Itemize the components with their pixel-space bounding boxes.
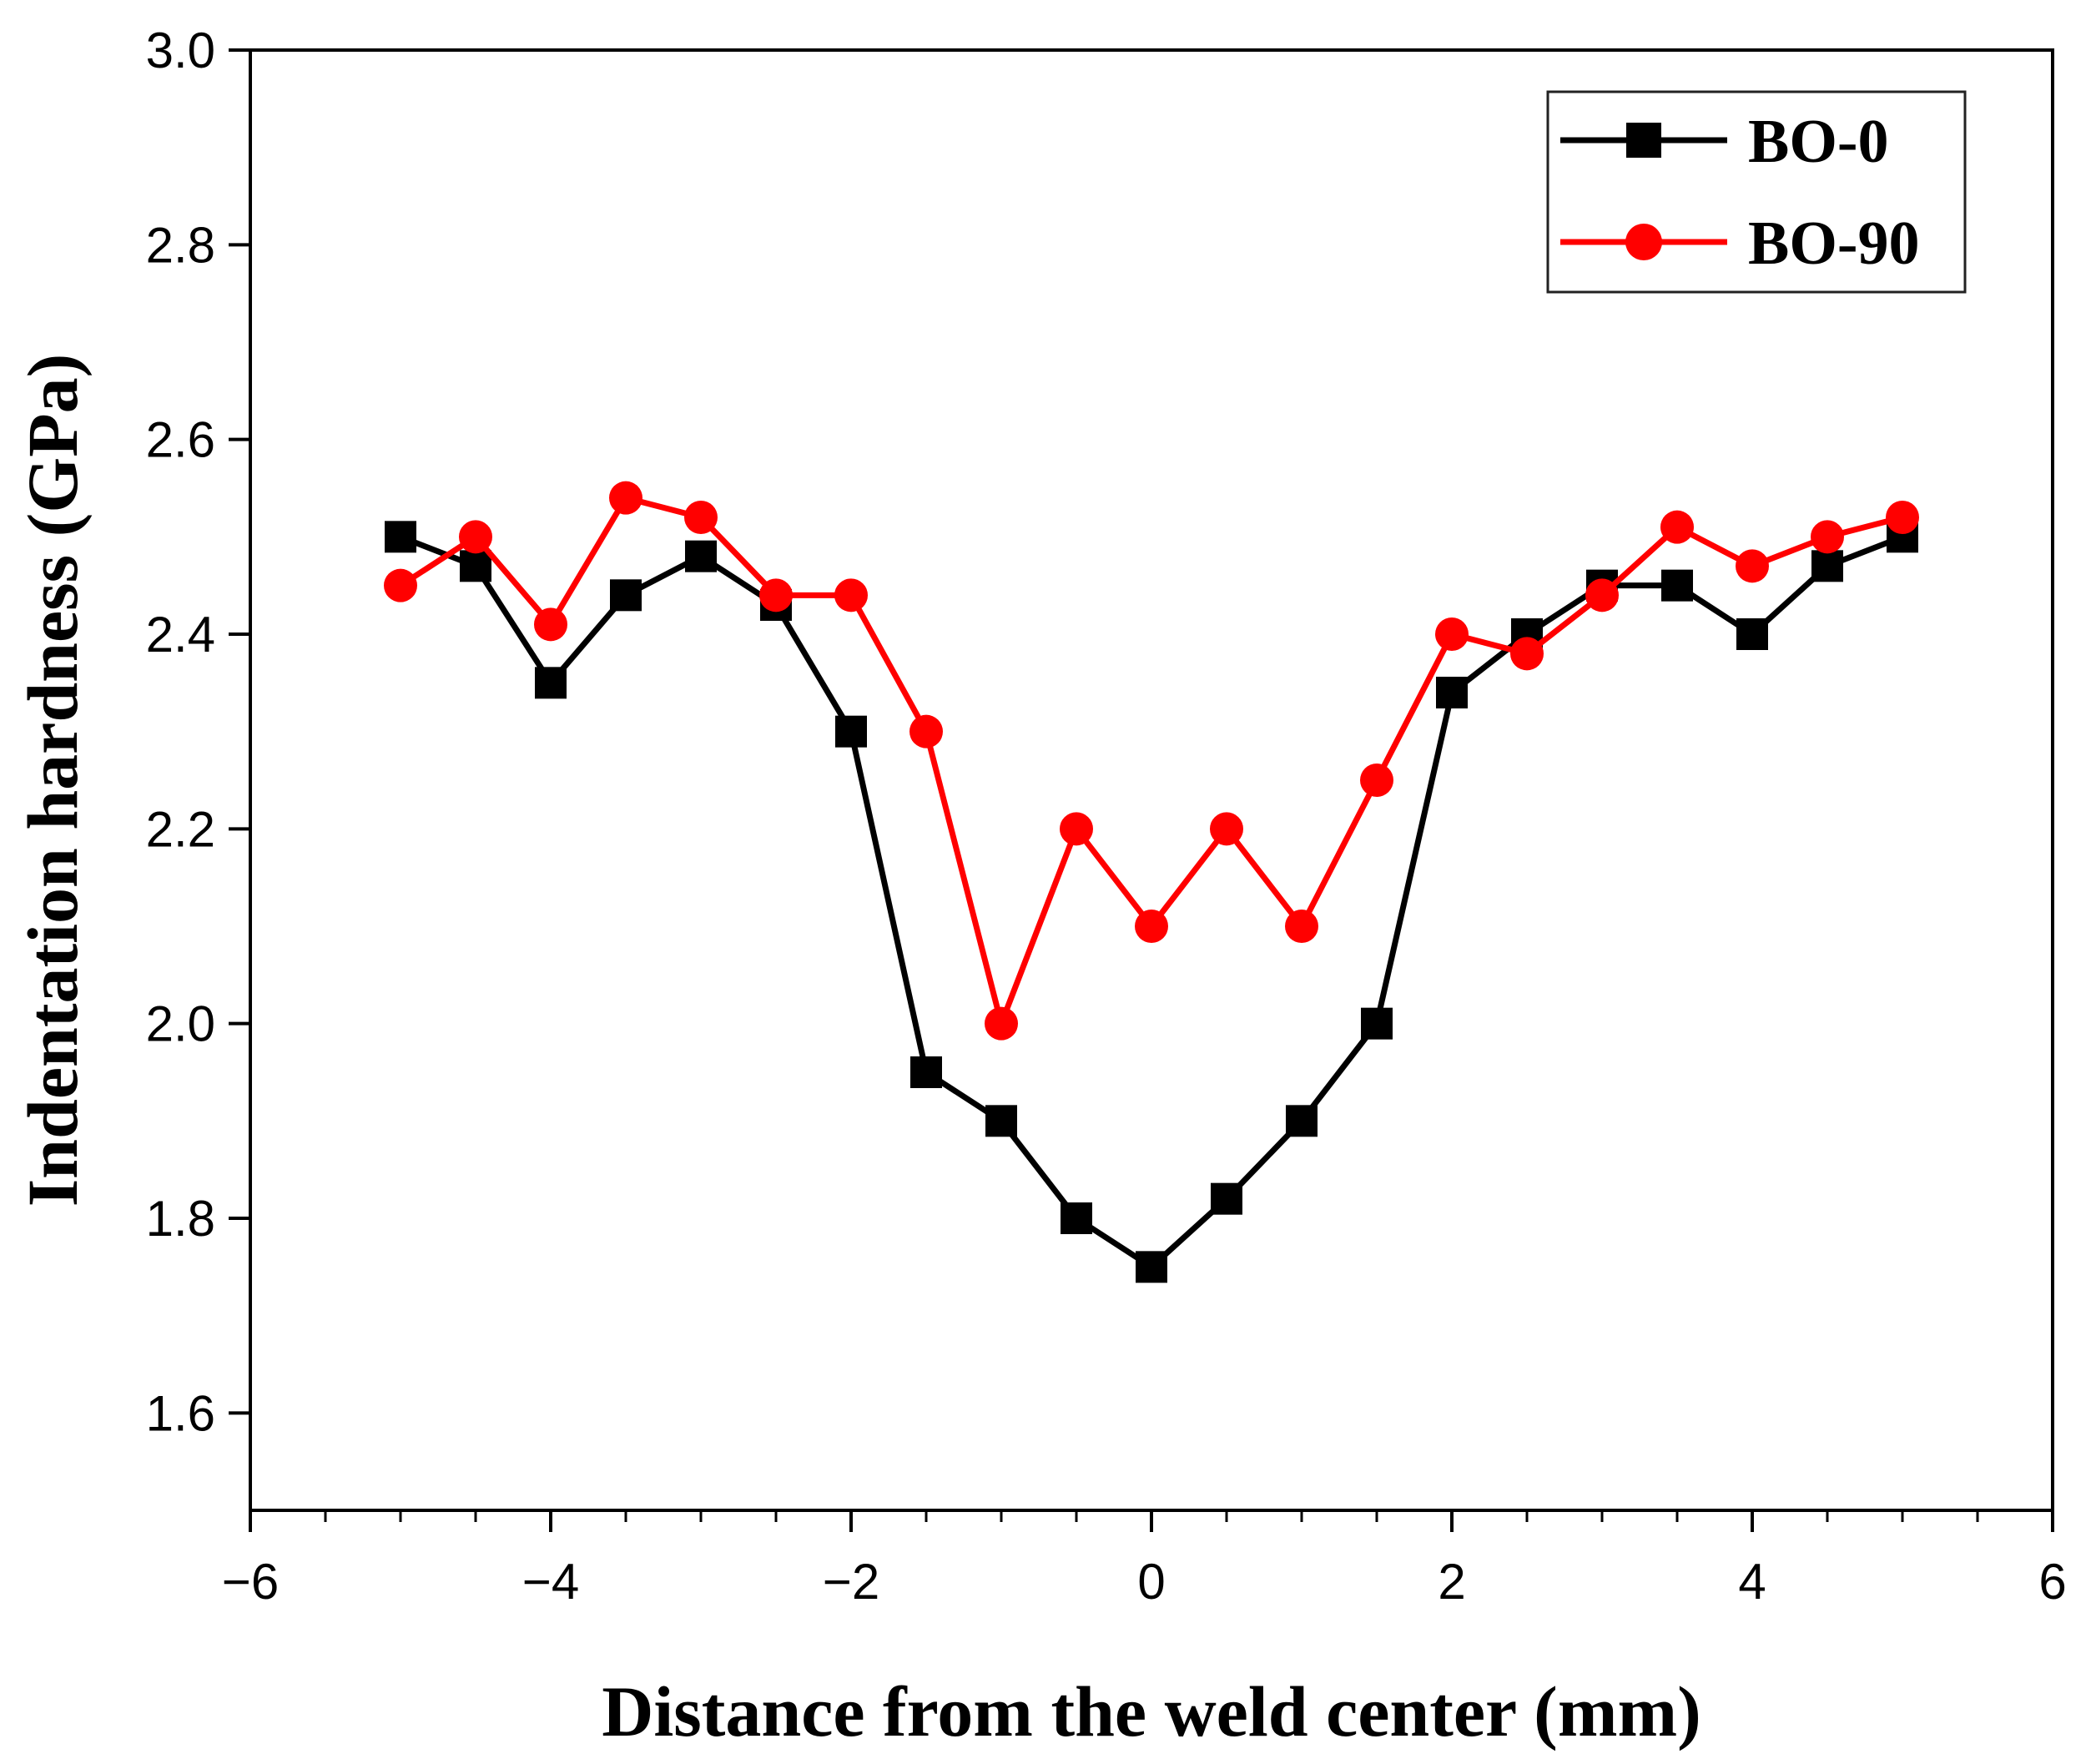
data-point-bo-0 [1436, 677, 1468, 708]
data-point-bo-90 [534, 607, 567, 642]
y-tick-label: 2.2 [146, 801, 215, 857]
data-point-bo-90 [1435, 617, 1469, 651]
data-point-bo-0 [910, 1056, 942, 1088]
x-tick-label: 0 [1137, 1554, 1165, 1610]
x-axis-title: Distance from the weld center (mm) [602, 1671, 1701, 1751]
data-point-bo-90 [1285, 910, 1318, 943]
y-axis-title: Indentation hardness (GPa) [13, 354, 93, 1207]
series-bo-90 [384, 481, 1919, 1041]
x-tick-label: −6 [222, 1554, 279, 1610]
data-point-bo-90 [759, 578, 793, 612]
data-point-bo-0 [1136, 1251, 1167, 1283]
data-point-bo-0 [985, 1105, 1017, 1137]
series-layer [384, 481, 1919, 1283]
x-tick-label: 2 [1438, 1554, 1465, 1610]
data-point-bo-90 [384, 568, 417, 602]
data-point-bo-90 [1060, 812, 1093, 846]
y-tick-label: 2.6 [146, 412, 215, 468]
series-bo-0 [385, 521, 1918, 1283]
x-tick-label: −2 [823, 1554, 879, 1610]
data-point-bo-90 [1510, 637, 1544, 671]
data-point-bo-90 [985, 1006, 1018, 1041]
x-tick-label: −4 [522, 1554, 579, 1610]
data-point-bo-90 [1660, 510, 1694, 544]
data-point-bo-90 [1210, 812, 1243, 846]
data-point-bo-90 [909, 714, 943, 748]
legend-marker-bo-0 [1626, 123, 1661, 158]
legend-box [1546, 90, 1967, 294]
data-point-bo-0 [1061, 1202, 1092, 1234]
data-point-bo-0 [1811, 550, 1843, 582]
data-point-bo-0 [1661, 569, 1693, 602]
data-point-bo-90 [609, 481, 642, 515]
data-point-bo-0 [385, 521, 416, 553]
data-point-bo-90 [1886, 501, 1919, 534]
axis-ticks: −6 −4 −2 0 2 4 6 1.6 1.8 2.0 2.2 2.4 2.6 2.8 3.0 [146, 23, 2067, 1610]
data-point-bo-0 [835, 715, 867, 748]
y-tick-label: 1.6 [146, 1385, 215, 1441]
series-line-bo-0 [399, 534, 1904, 1270]
data-point-bo-90 [1360, 764, 1393, 797]
legend: BO-0 BO-90 [1546, 90, 1967, 294]
y-tick-label: 2.4 [146, 607, 215, 663]
legend-label-bo-0: BO-0 [1748, 108, 1889, 176]
x-tick-label: 4 [1738, 1554, 1766, 1610]
y-tick-label: 2.8 [146, 217, 215, 273]
data-point-bo-0 [1736, 618, 1768, 650]
data-point-bo-0 [1211, 1182, 1242, 1215]
data-point-bo-90 [1135, 910, 1168, 943]
data-point-bo-0 [1286, 1105, 1318, 1137]
data-point-bo-0 [1361, 1007, 1393, 1040]
data-point-bo-0 [610, 579, 642, 612]
y-tick-label: 2.0 [146, 996, 215, 1052]
y-tick-label: 3.0 [146, 23, 215, 78]
data-point-bo-90 [1811, 520, 1844, 554]
y-tick-label: 1.8 [146, 1191, 215, 1247]
data-point-bo-0 [535, 667, 567, 699]
data-point-bo-90 [684, 501, 718, 534]
data-point-bo-90 [1585, 578, 1619, 612]
legend-label-bo-90: BO-90 [1748, 209, 1920, 278]
data-point-bo-90 [459, 520, 492, 554]
data-point-bo-90 [834, 578, 868, 612]
data-point-bo-0 [460, 550, 491, 582]
legend-marker-bo-90 [1625, 224, 1662, 260]
x-tick-label: 6 [2038, 1554, 2066, 1610]
data-point-bo-90 [1736, 549, 1769, 583]
data-point-bo-0 [685, 540, 717, 572]
